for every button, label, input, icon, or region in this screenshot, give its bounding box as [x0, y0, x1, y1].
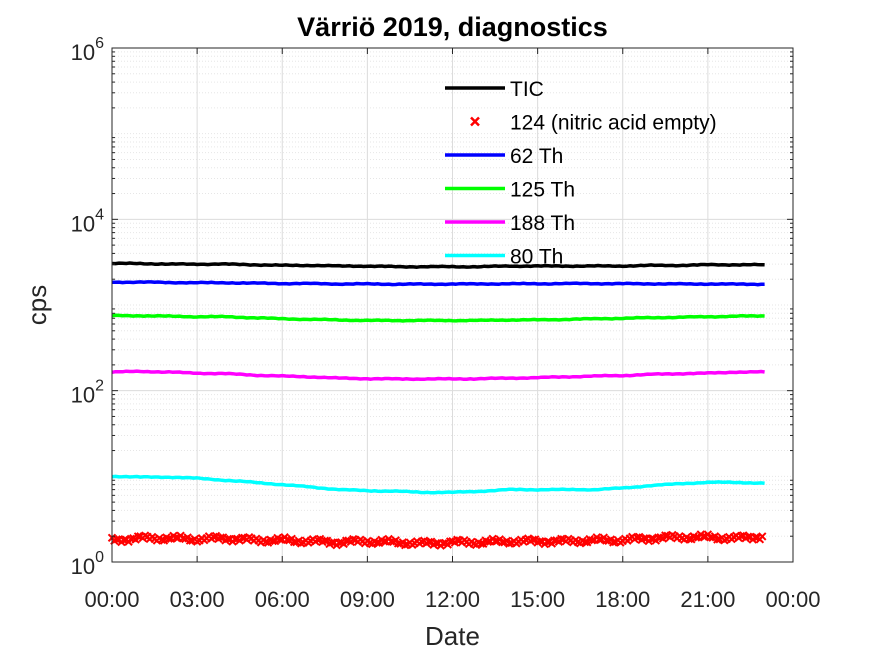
data-point-marker	[535, 536, 545, 546]
data-point-marker	[223, 534, 233, 544]
legend-label: TIC	[510, 78, 544, 101]
x-tick-label: 12:00	[425, 587, 480, 612]
y-tick-label: 106	[71, 35, 104, 65]
data-point-marker	[327, 538, 337, 547]
legend-label: 124 (nitric acid empty)	[510, 112, 717, 135]
data-point-marker	[185, 536, 195, 545]
series-layer	[107, 261, 767, 550]
x-tick-label: 09:00	[340, 587, 395, 612]
data-point-marker	[750, 533, 760, 542]
data-point-marker	[112, 535, 121, 544]
data-point-marker	[401, 540, 410, 550]
series-125-th	[111, 313, 765, 323]
y-tick-label: 104	[71, 206, 104, 236]
x-tick-label: 03:00	[170, 587, 225, 612]
series-line	[111, 313, 765, 323]
data-point-marker	[743, 532, 753, 541]
data-point-marker	[296, 539, 306, 548]
legend: TIC 124 (nitric acid empty) 62 Th 125 Th 188…	[445, 78, 717, 269]
legend-swatch	[470, 116, 480, 127]
data-point-marker	[348, 534, 358, 544]
x-tick-label: 00:00	[765, 587, 820, 612]
data-point-marker	[237, 533, 247, 542]
legend-label: 62 Th	[510, 145, 563, 168]
data-point-marker	[691, 533, 701, 542]
series-line	[111, 474, 765, 495]
legend-label: 125 Th	[510, 179, 575, 202]
data-point-marker	[505, 539, 514, 548]
data-point-marker	[609, 538, 618, 547]
x-axis-label: Date	[425, 621, 480, 651]
x-tick-label: 06:00	[255, 587, 310, 612]
y-axis-label: cps	[22, 285, 52, 325]
x-tick-label: 18:00	[595, 587, 650, 612]
grid	[111, 48, 794, 563]
data-point-marker	[580, 537, 590, 547]
series-80-th	[111, 474, 765, 495]
data-point-marker	[713, 535, 722, 544]
data-point-marker	[320, 536, 330, 545]
data-point-marker	[424, 537, 434, 547]
data-point-marker	[453, 535, 462, 544]
series-tic	[111, 261, 765, 269]
data-point-marker	[758, 532, 767, 541]
legend-label: 80 Th	[510, 246, 563, 269]
chart-title: Värriö 2019, diagnostics	[297, 12, 608, 42]
series-line	[111, 261, 765, 269]
data-point-marker	[594, 535, 604, 544]
data-point-marker	[646, 534, 656, 544]
data-point-marker	[476, 539, 486, 548]
data-point-marker	[587, 536, 597, 545]
data-point-marker	[528, 535, 538, 544]
series-line	[111, 280, 765, 287]
data-point-marker	[431, 538, 441, 548]
y-tick-label: 100	[71, 549, 104, 579]
data-point-marker	[133, 532, 143, 541]
data-point-marker	[313, 535, 322, 545]
data-point-marker	[698, 532, 708, 541]
y-tick-label: 102	[71, 378, 104, 408]
series-62-th	[111, 280, 765, 287]
data-point-marker	[157, 535, 166, 544]
data-point-marker	[171, 533, 181, 542]
data-point-marker	[542, 537, 552, 547]
data-point-marker	[372, 538, 382, 547]
data-point-marker	[119, 535, 129, 545]
data-point-marker	[490, 536, 500, 546]
data-point-marker	[216, 533, 225, 542]
data-point-marker	[557, 534, 566, 544]
ticks: 00:00 03:00 06:00 09:00 12:00 15:00 18:00 21:00…	[71, 35, 821, 612]
series-188-th	[111, 369, 765, 382]
data-point-marker	[483, 537, 493, 547]
data-point-marker	[379, 537, 389, 546]
data-point-marker	[639, 534, 649, 543]
data-point-marker	[661, 531, 670, 540]
legend-label: 188 Th	[510, 212, 575, 235]
data-point-marker	[684, 534, 694, 544]
data-point-marker	[632, 533, 642, 542]
x-tick-label: 21:00	[680, 587, 735, 612]
data-point-marker	[275, 535, 285, 544]
data-point-marker	[164, 534, 173, 543]
data-point-marker	[736, 531, 746, 541]
data-point-marker	[268, 536, 277, 546]
x-tick-label: 15:00	[510, 587, 565, 612]
series-124-nitric-acid-empty	[107, 530, 767, 550]
series-line	[111, 369, 765, 382]
x-tick-label: 00:00	[84, 587, 139, 612]
